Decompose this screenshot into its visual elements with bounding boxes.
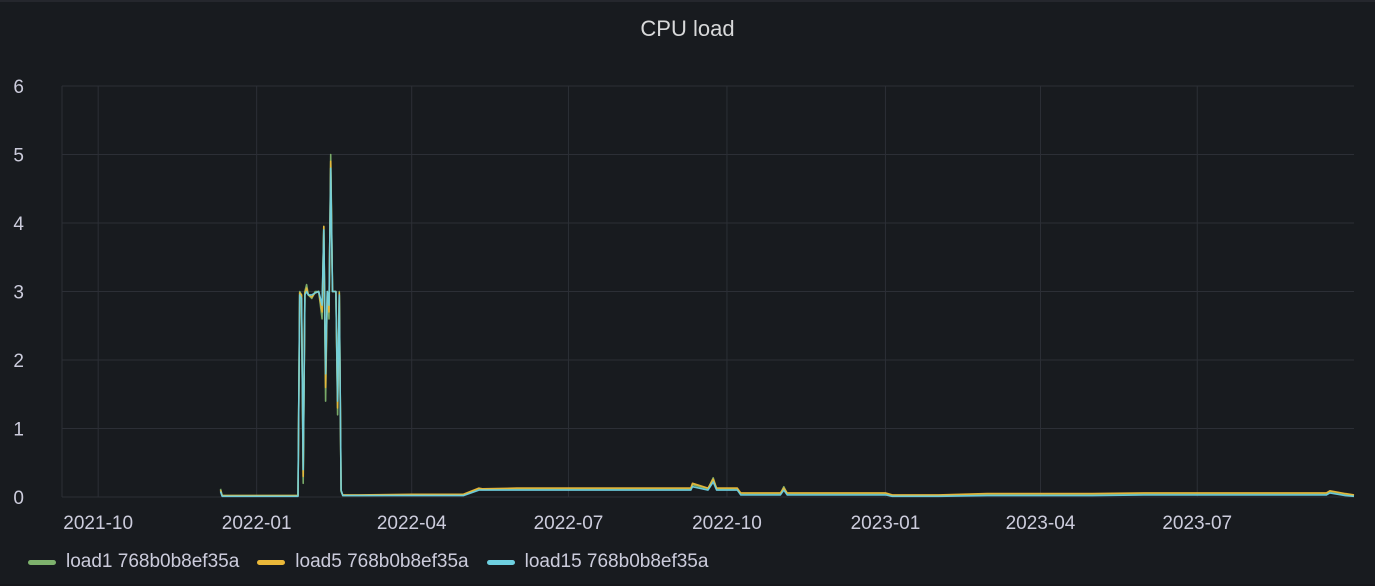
y-tick-label: 3 [13,283,24,304]
legend-swatch [257,559,286,565]
y-tick-label: 1 [13,420,24,441]
series-line-2 [219,160,1355,497]
x-tick-label: 2022-10 [692,513,762,534]
y-tick-label: 0 [13,488,24,509]
legend-swatch [28,559,56,565]
x-tick-label: 2021-10 [63,513,133,534]
x-tick-label: 2023-04 [1006,513,1076,534]
x-tick-label: 2022-01 [222,513,292,534]
series-line-1 [219,153,1355,497]
legend-label: load5 768b0b8ef35a [295,551,469,572]
legend-label: load15 768b0b8ef35a [524,551,709,572]
legend-swatch [486,559,515,565]
series-line-3 [219,167,1355,498]
legend-item[interactable]: load1 768b0b8ef35a [28,551,239,573]
series-lines [219,153,1355,498]
x-axis-ticks: 2021-10 2022-01 2022-04 2022-07 2022-10 2023-… [63,513,1232,534]
chart-title: CPU load [640,16,735,41]
x-tick-label: 2023-01 [851,513,921,534]
legend-item[interactable]: load15 768b0b8ef35a [486,551,709,573]
x-tick-label: 2022-07 [534,513,604,534]
chart-legend: load1 768b0b8ef35a load5 768b0b8ef35a load… [28,551,708,573]
x-tick-label: 2023-07 [1162,513,1232,534]
y-tick-label: 6 [13,77,24,98]
legend-label: load1 768b0b8ef35a [66,551,240,572]
y-tick-label: 5 [13,146,24,167]
grid-lines [61,85,1354,498]
y-axis-ticks: 0 1 2 3 4 5 6 [13,77,24,509]
y-tick-label: 2 [13,351,24,372]
x-tick-label: 2022-04 [377,513,447,534]
y-tick-label: 4 [13,214,24,235]
legend-item[interactable]: load5 768b0b8ef35a [257,551,469,573]
